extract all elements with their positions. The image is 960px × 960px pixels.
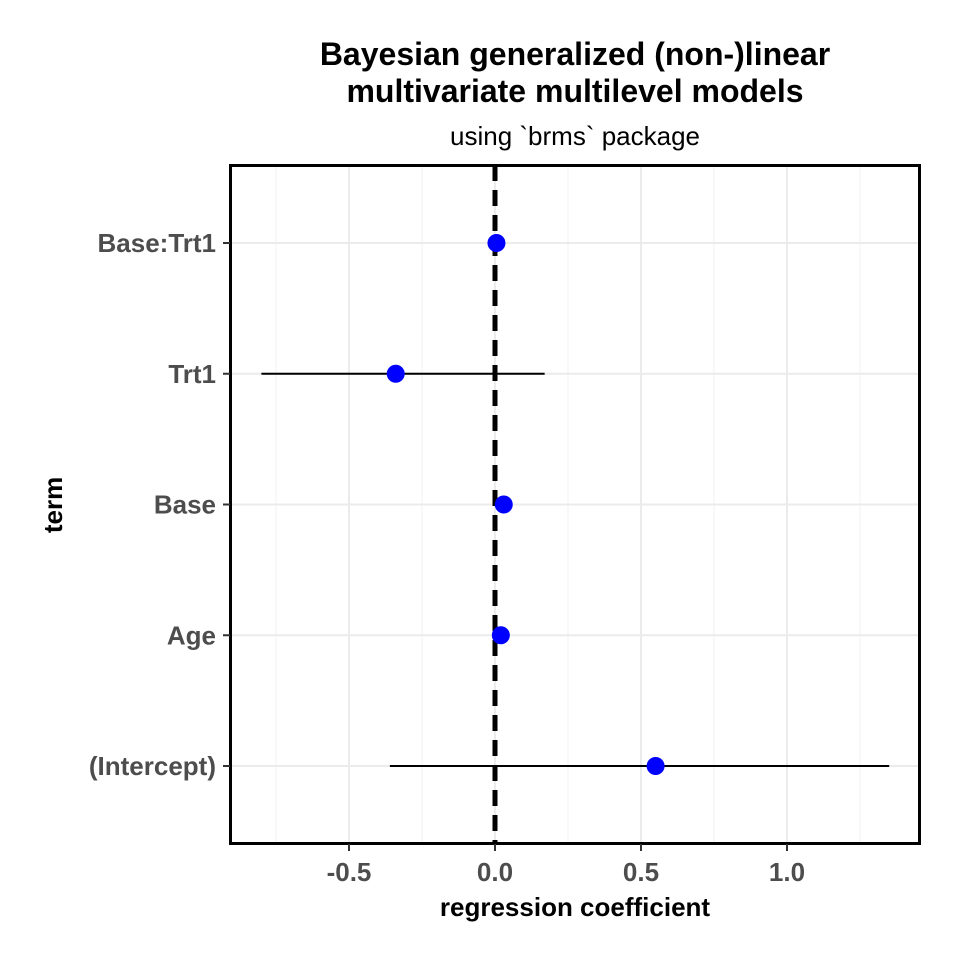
x-tick-label: 1.0 [769, 857, 805, 887]
y-axis-title: term [38, 477, 68, 533]
y-tick-label: Base [154, 490, 216, 520]
estimate-point-Trt1 [386, 364, 405, 383]
panel-border [229, 164, 921, 845]
y-tick-label: Base:Trt1 [98, 228, 217, 258]
chart-title-line-2: multivariate multilevel models [346, 73, 804, 109]
y-tick-label: Age [167, 620, 216, 650]
axis-layer: (Intercept) Age Base Trt1 Base:Trt1 -0.5 0.0 0.… [89, 228, 805, 887]
x-tick-label: 0.0 [477, 857, 513, 887]
y-tick-label: Trt1 [168, 359, 216, 389]
chart-title-line-1: Bayesian generalized (non-)linear [319, 36, 831, 72]
x-tick-label: 0.5 [623, 857, 659, 887]
point-layer [386, 234, 665, 775]
chart-subtitle: using `brms` package [450, 121, 700, 151]
x-tick-label: -0.5 [327, 857, 372, 887]
estimate-point-(Intercept) [646, 757, 665, 775]
y-tick-label: (Intercept) [89, 751, 216, 781]
x-axis-title: regression coefficient [440, 892, 711, 922]
estimate-point-Base [494, 495, 513, 514]
estimate-point-Base:Trt1 [487, 234, 506, 252]
grid-layer [230, 165, 920, 844]
estimate-point-Age [491, 626, 510, 645]
